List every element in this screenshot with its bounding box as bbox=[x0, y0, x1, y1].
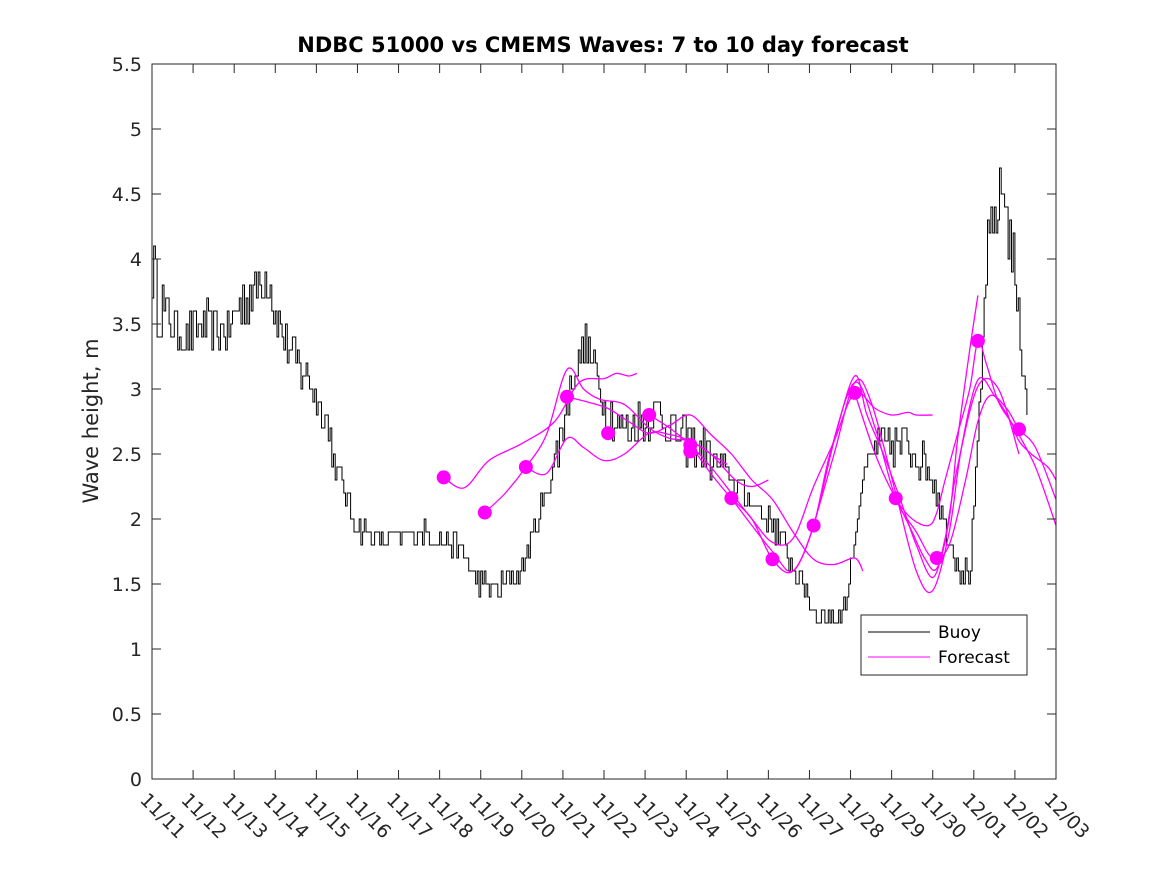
buoy-series-line bbox=[152, 167, 1028, 624]
y-tick-label: 1.5 bbox=[112, 574, 142, 596]
forecast-series-line bbox=[730, 381, 1057, 573]
y-tick-label: 0.5 bbox=[112, 704, 142, 726]
legend: Buoy Forecast bbox=[860, 614, 1028, 676]
y-axis-ticks: 0 0.5 1 1.5 2 2.5 3 3.5 4 4.5 5 5.5 bbox=[112, 54, 1056, 791]
y-tick-label: 3.5 bbox=[112, 314, 142, 336]
y-tick-label: 4.5 bbox=[112, 184, 142, 206]
forecast-marker bbox=[560, 389, 574, 404]
y-tick-label: 2 bbox=[130, 509, 142, 531]
y-tick-label: 3 bbox=[130, 379, 142, 401]
legend-label-buoy: Buoy bbox=[938, 623, 981, 643]
forecast-marker bbox=[642, 408, 657, 422]
forecast-marker bbox=[477, 505, 492, 520]
y-axis-label: Wave height, m bbox=[79, 338, 103, 503]
forecast-series-line bbox=[812, 377, 1057, 594]
y-tick-label: 4 bbox=[130, 249, 142, 271]
forecast-marker bbox=[436, 470, 451, 485]
forecast-marker bbox=[1012, 422, 1026, 437]
forecast-series-line bbox=[648, 391, 933, 546]
forecast-series-line bbox=[895, 295, 979, 572]
forecast-series-line bbox=[566, 396, 864, 572]
forecast-marker bbox=[806, 518, 821, 533]
forecast-marker bbox=[888, 491, 903, 506]
forecast-marker bbox=[601, 426, 616, 441]
y-tick-label: 1 bbox=[130, 639, 142, 661]
legend-box bbox=[860, 614, 1028, 676]
y-tick-label: 0 bbox=[130, 769, 142, 791]
forecast-marker bbox=[724, 491, 739, 506]
y-tick-label: 2.5 bbox=[112, 444, 142, 466]
legend-label-forecast: Forecast bbox=[938, 648, 1010, 668]
chart-title: NDBC 51000 vs CMEMS Waves: 7 to 10 day f… bbox=[297, 33, 908, 57]
forecast-marker bbox=[765, 552, 780, 567]
forecast-marker bbox=[970, 333, 985, 348]
forecast-marker bbox=[929, 551, 944, 565]
forecast-marker bbox=[683, 437, 698, 452]
forecast-marker bbox=[847, 385, 862, 400]
y-tick-label: 5 bbox=[130, 119, 142, 141]
forecast-marker bbox=[518, 460, 533, 474]
forecast-markers bbox=[436, 333, 1026, 567]
y-tick-label: 5.5 bbox=[112, 54, 142, 76]
